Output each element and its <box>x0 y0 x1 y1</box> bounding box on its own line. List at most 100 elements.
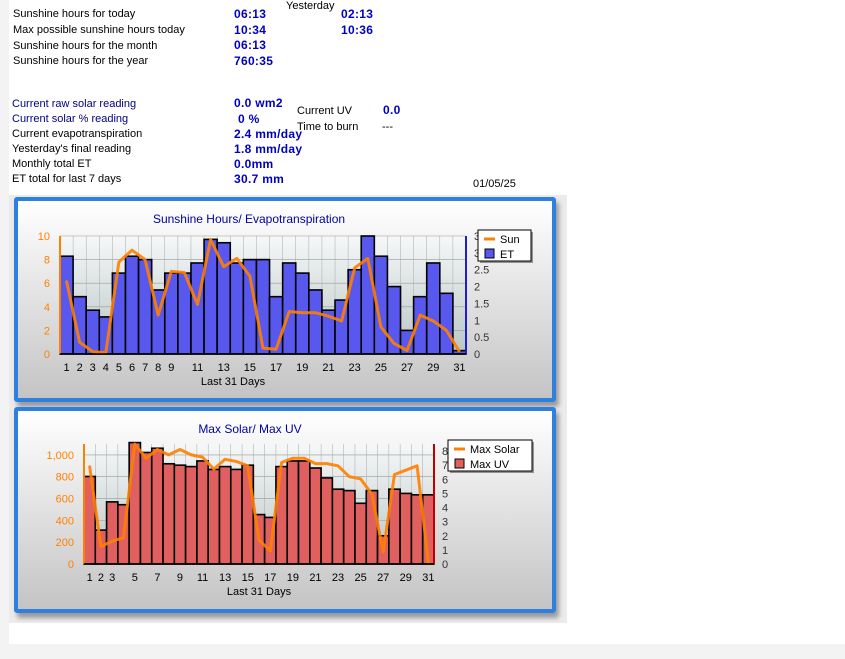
solar-percent-value: 0 % <box>238 113 260 126</box>
line-point <box>145 259 146 260</box>
evapotranspiration-label: Current evapotranspiration <box>12 128 142 141</box>
legend-bar-swatch <box>455 459 464 468</box>
y-left-tick-label: 200 <box>56 537 74 549</box>
x-tick-label: 21 <box>309 572 321 584</box>
bar-et <box>361 236 374 354</box>
line-point <box>210 239 211 240</box>
x-axis-label: Last 31 Days <box>227 586 292 598</box>
line-point <box>145 458 146 459</box>
line-point <box>79 342 80 343</box>
time-to-burn-label: Time to burn <box>297 121 358 134</box>
line-point <box>249 276 250 277</box>
bar-et <box>125 256 138 354</box>
yesterday-final-label: Yesterday's final reading <box>12 143 131 156</box>
y-left-tick-label: 600 <box>56 494 74 506</box>
y-right-tick-label: 0 <box>442 559 448 571</box>
line-point <box>446 330 447 331</box>
line-point <box>184 272 185 273</box>
y-left-tick-label: 400 <box>56 515 74 527</box>
y-right-tick-label: 2 <box>442 531 448 543</box>
line-point <box>213 468 214 469</box>
line-point <box>134 443 135 444</box>
line-point <box>393 343 394 344</box>
line-point <box>371 494 372 495</box>
x-tick-label: 17 <box>270 362 282 374</box>
legend-label-line: Sun <box>500 234 520 246</box>
x-tick-label: 2 <box>98 572 104 584</box>
solar-uv-chart: Max Solar/ Max UV02004006008001,00001234… <box>14 407 556 613</box>
sunshine-month-value: 06:13 <box>234 39 266 52</box>
y-right-tick-label: 0.5 <box>474 332 489 344</box>
bar-max-uv <box>332 489 343 564</box>
x-tick-label: 8 <box>155 362 161 374</box>
x-tick-label: 13 <box>219 572 231 584</box>
monthly-et-value: 0.0mm <box>234 158 274 171</box>
legend: Sun ET <box>478 230 533 263</box>
x-tick-label: 25 <box>354 572 366 584</box>
line-point <box>420 314 421 315</box>
line-point <box>281 462 282 463</box>
bar-max-uv <box>174 465 185 564</box>
line-point <box>223 266 224 267</box>
line-point <box>258 539 259 540</box>
line-point <box>191 454 192 455</box>
x-tick-label: 1 <box>87 572 93 584</box>
bar-et <box>440 293 453 354</box>
x-tick-label: 27 <box>377 572 389 584</box>
y-right-tick-label: 4 <box>442 503 448 515</box>
max-possible-label: Max possible sunshine hours today <box>13 24 185 37</box>
legend-label-bar: Max UV <box>470 459 510 471</box>
line-point <box>158 314 159 315</box>
bar-max-uv <box>321 478 332 564</box>
y-right-tick-label: 2 <box>474 282 480 294</box>
sunshine-year-value: 760:35 <box>234 55 273 68</box>
date-stamp: 01/05/25 <box>473 178 516 190</box>
line-point <box>326 463 327 464</box>
line-point <box>328 316 329 317</box>
legend-label-bar: ET <box>500 249 514 261</box>
evapotranspiration-value: 2.4 mm/day <box>234 128 302 141</box>
line-point <box>275 349 276 350</box>
x-tick-label: 29 <box>400 572 412 584</box>
line-point <box>337 465 338 466</box>
line-point <box>236 461 237 462</box>
line-point <box>354 267 355 268</box>
y-left-tick-label: 8 <box>44 255 50 267</box>
y-right-tick-label: 1.5 <box>474 298 489 310</box>
current-uv-value: 0.0 <box>383 104 401 117</box>
x-tick-label: 4 <box>103 362 109 374</box>
y-left-tick-label: 10 <box>38 231 50 243</box>
x-tick-label: 19 <box>296 362 308 374</box>
time-to-burn-value: --- <box>382 121 393 134</box>
solar-percent-label: Current solar % reading <box>12 113 128 126</box>
x-tick-label: 21 <box>322 362 334 374</box>
bar-max-uv <box>400 493 411 564</box>
legend-bar-swatch <box>485 249 494 258</box>
x-tick-label: 15 <box>244 362 256 374</box>
line-point <box>302 312 303 313</box>
raw-solar-label: Current raw solar reading <box>12 98 136 111</box>
line-point <box>315 463 316 464</box>
bar-max-uv <box>242 465 253 564</box>
line-point <box>202 456 203 457</box>
y-left-tick-label: 1,000 <box>46 450 74 462</box>
line-point <box>315 312 316 313</box>
sunshine-year-label: Sunshine hours for the year <box>13 55 148 68</box>
y-right-tick-label: 6 <box>442 474 448 486</box>
sunshine-et-chart: Sunshine Hours/ Evapotranspiration024681… <box>14 197 556 402</box>
bar-max-uv <box>310 468 321 564</box>
line-point <box>236 258 237 259</box>
line-point <box>459 351 460 352</box>
x-tick-label: 31 <box>422 572 434 584</box>
line-point <box>225 459 226 460</box>
line-point <box>131 250 132 251</box>
x-tick-label: 7 <box>154 572 160 584</box>
raw-solar-value: 0.0 wm2 <box>234 97 283 110</box>
x-tick-label: 27 <box>401 362 413 374</box>
line-point <box>367 258 368 259</box>
y-left-tick-label: 4 <box>44 302 50 314</box>
line-point <box>289 311 290 312</box>
bar-max-uv <box>129 443 140 564</box>
x-tick-label: 6 <box>129 362 135 374</box>
bar-max-uv <box>344 491 355 564</box>
